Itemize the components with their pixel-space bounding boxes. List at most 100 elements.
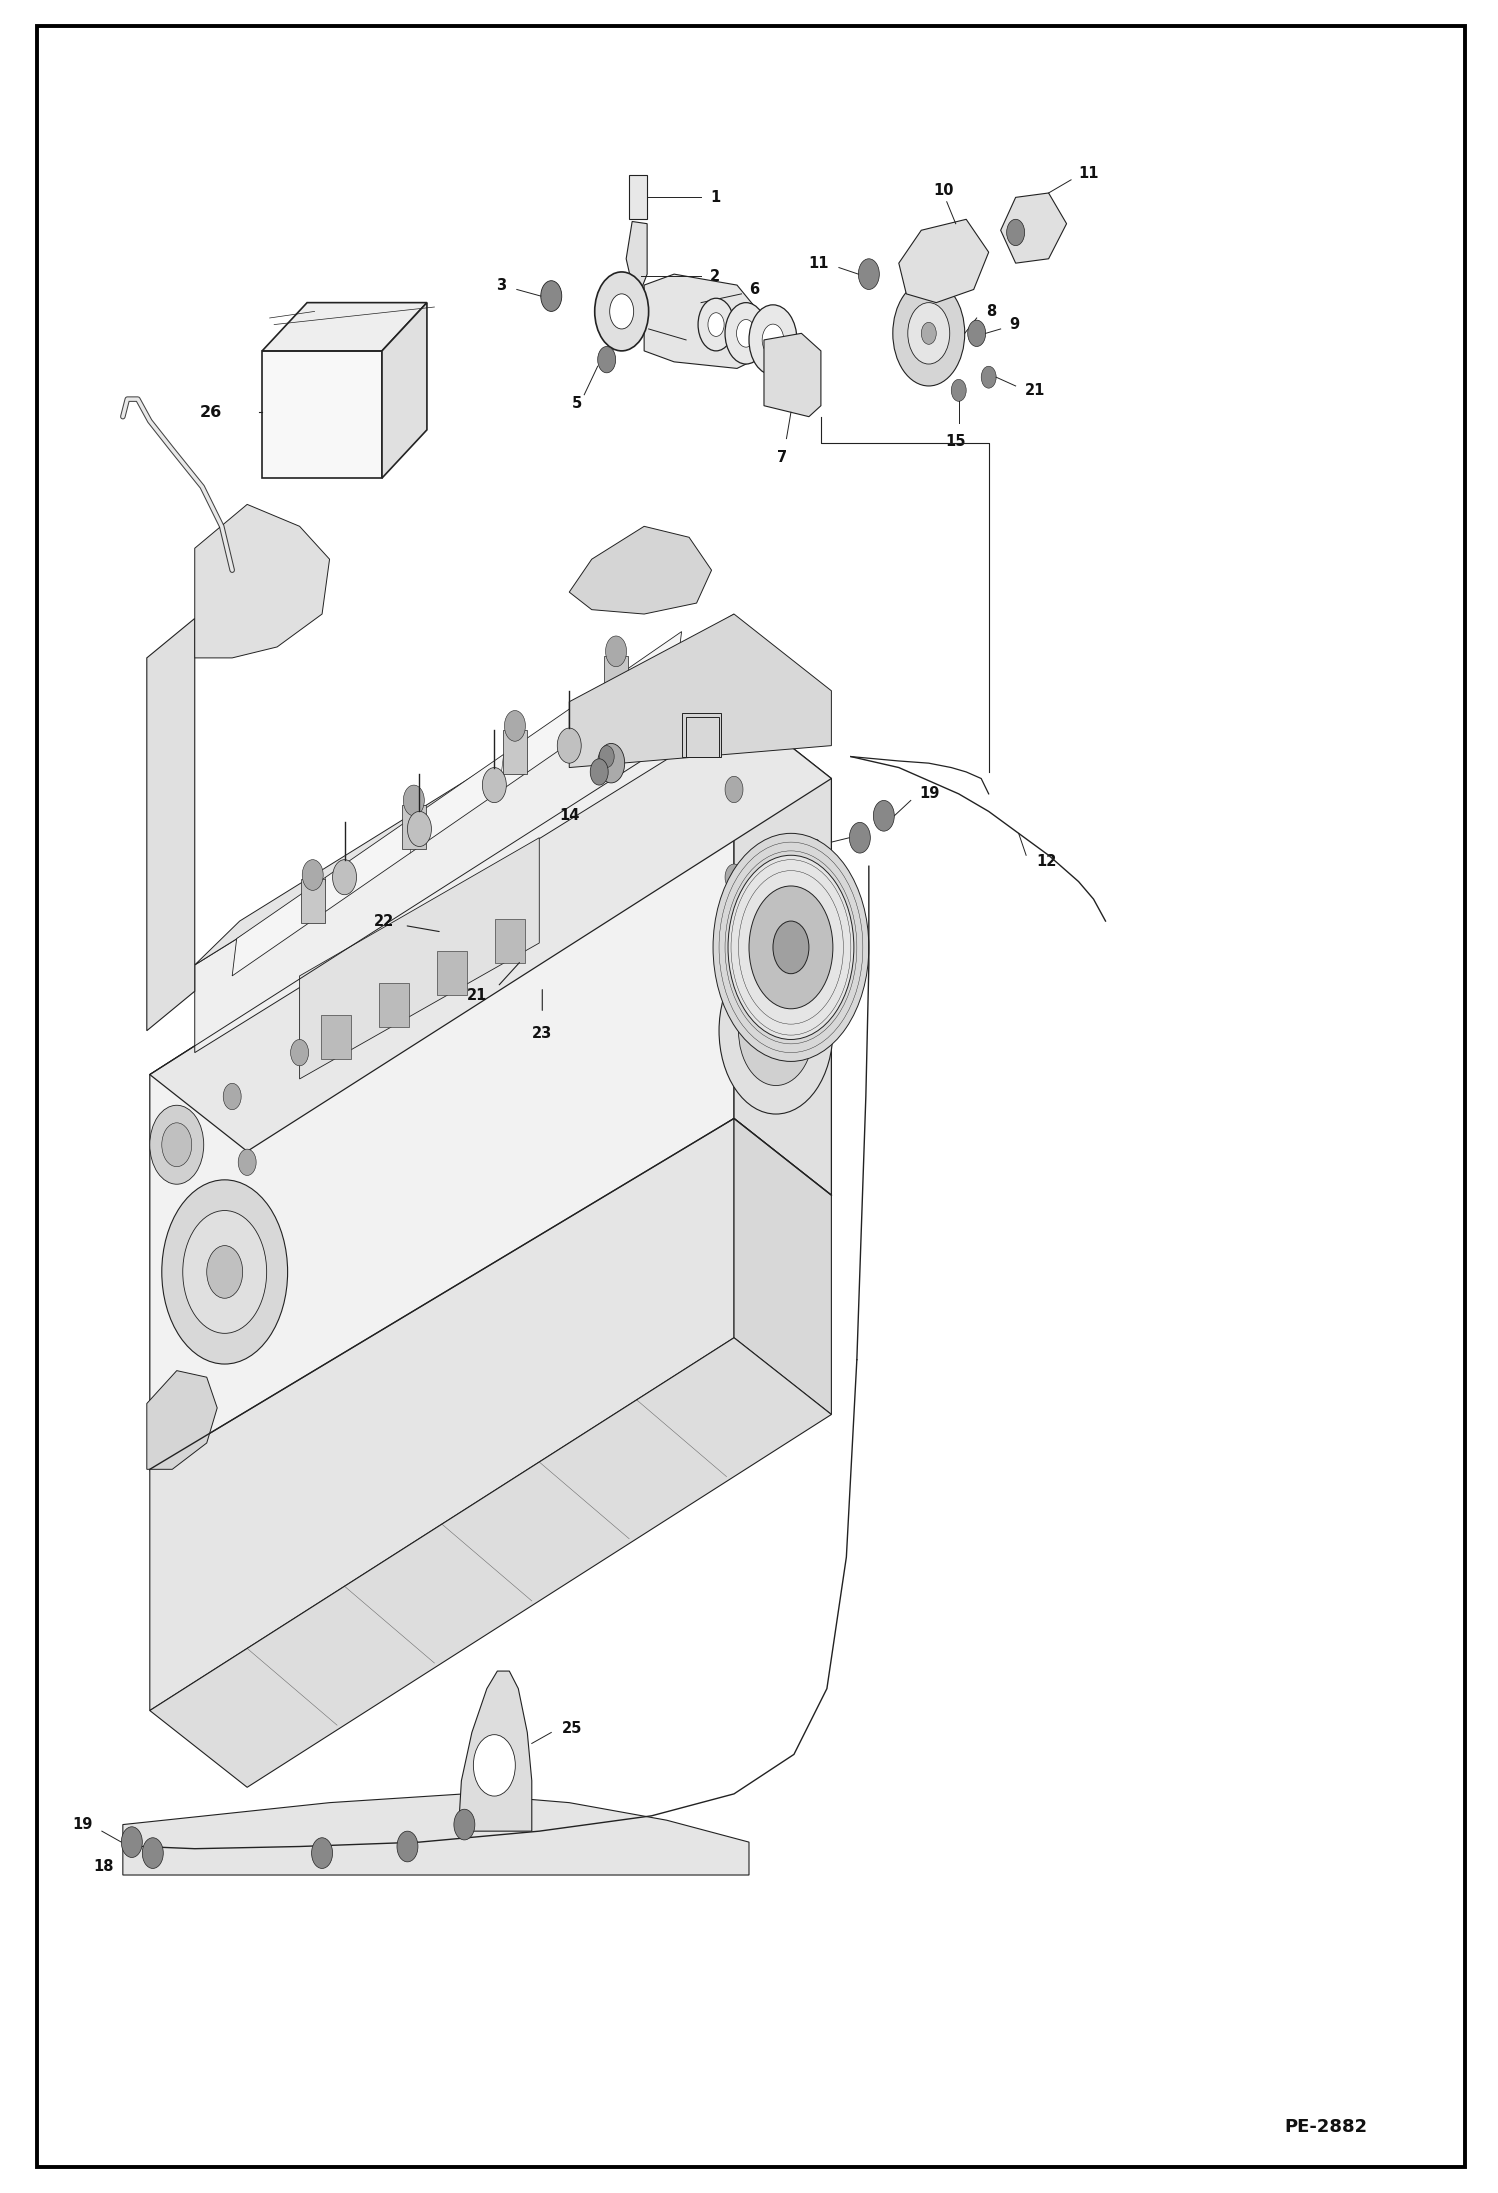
Polygon shape [300,838,539,1079]
Text: 20: 20 [502,1818,523,1831]
Polygon shape [123,1794,749,1875]
Bar [503,730,527,774]
Text: 13: 13 [351,1853,372,1866]
Text: 1: 1 [710,191,721,204]
Polygon shape [150,1338,831,1787]
Bar [321,1015,351,1059]
Circle shape [728,855,854,1039]
Bar [301,879,325,923]
Text: 18: 18 [93,1860,114,1873]
Polygon shape [1001,193,1067,263]
Circle shape [407,811,431,846]
Text: 17: 17 [638,721,659,735]
Circle shape [595,272,649,351]
Circle shape [473,1735,515,1796]
Circle shape [719,947,833,1114]
Circle shape [291,1039,309,1066]
Circle shape [713,833,869,1061]
Circle shape [454,1809,475,1840]
Text: 3: 3 [496,279,506,292]
Text: 15: 15 [945,434,966,450]
Bar [401,805,425,849]
Circle shape [121,1827,142,1857]
Polygon shape [382,303,427,478]
Polygon shape [150,702,734,1491]
Circle shape [303,860,324,890]
Circle shape [1007,219,1025,246]
Bar [682,713,721,757]
Circle shape [725,864,743,890]
Text: 25: 25 [562,1722,583,1735]
Circle shape [698,298,734,351]
Polygon shape [195,658,689,1053]
Circle shape [858,259,879,289]
Text: 23: 23 [532,1026,553,1042]
Circle shape [893,281,965,386]
Circle shape [761,1009,791,1053]
Text: 11: 11 [807,257,828,270]
Text: 12: 12 [1037,855,1058,868]
Text: 4: 4 [695,338,706,351]
Polygon shape [150,702,831,1151]
Circle shape [557,728,581,763]
Circle shape [598,743,625,783]
Circle shape [951,379,966,401]
Text: 21: 21 [1025,384,1046,397]
Polygon shape [195,614,734,965]
Circle shape [610,294,634,329]
Polygon shape [734,1118,831,1414]
Text: 9: 9 [1010,318,1020,331]
Circle shape [403,785,424,816]
Circle shape [162,1180,288,1364]
Circle shape [223,1083,241,1110]
Circle shape [725,776,743,803]
Circle shape [397,1831,418,1862]
Circle shape [725,303,767,364]
Circle shape [312,1838,333,1868]
Text: 6: 6 [749,283,759,296]
Polygon shape [629,175,647,219]
Circle shape [505,711,526,741]
Text: 10: 10 [933,184,954,197]
Text: 14: 14 [559,809,580,822]
Circle shape [605,636,626,667]
Polygon shape [232,632,682,976]
Polygon shape [195,504,330,658]
Text: PE-2882: PE-2882 [1284,2118,1368,2136]
Polygon shape [569,526,712,614]
Circle shape [725,1039,743,1066]
Polygon shape [262,351,382,478]
Polygon shape [569,614,831,768]
Text: 16: 16 [635,713,656,726]
Polygon shape [147,618,195,1031]
Circle shape [162,1123,192,1167]
Circle shape [908,303,950,364]
Circle shape [207,1246,243,1298]
Text: 18: 18 [800,840,821,853]
Circle shape [598,346,616,373]
Polygon shape [262,303,427,351]
Circle shape [333,860,357,895]
Circle shape [482,768,506,803]
Text: 22: 22 [373,914,394,928]
Circle shape [599,746,614,768]
Circle shape [749,305,797,375]
Circle shape [921,322,936,344]
Circle shape [142,1838,163,1868]
Polygon shape [458,1671,532,1831]
Bar [604,656,628,700]
Text: 24: 24 [262,1860,283,1873]
Circle shape [183,1211,267,1333]
Text: 26: 26 [199,406,222,419]
Text: 7: 7 [777,450,786,465]
Polygon shape [764,333,821,417]
Bar [686,717,719,757]
Circle shape [849,822,870,853]
Circle shape [873,800,894,831]
Circle shape [590,759,608,785]
Circle shape [737,320,755,346]
Circle shape [762,325,783,355]
Text: 5: 5 [572,397,581,410]
Text: 19: 19 [72,1818,93,1831]
Circle shape [981,366,996,388]
